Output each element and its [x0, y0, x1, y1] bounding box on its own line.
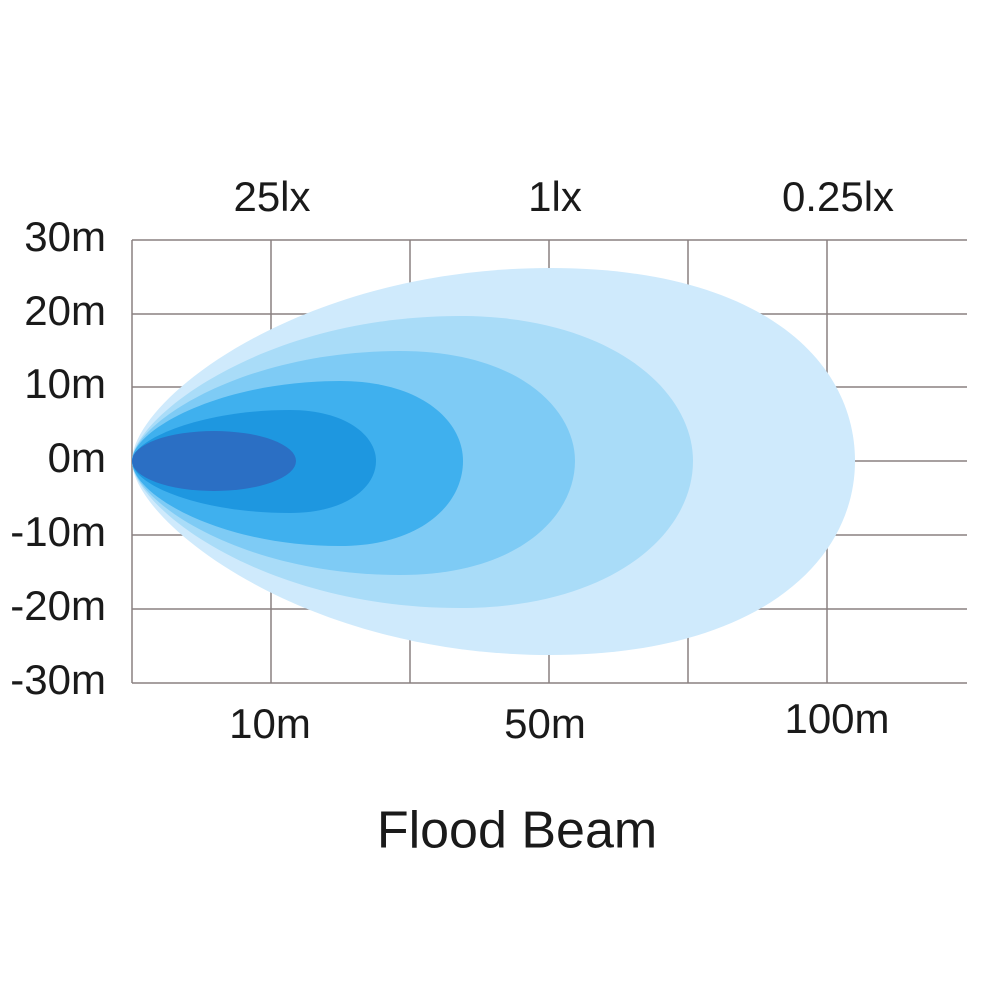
y-label: 30m: [24, 213, 106, 260]
x-label: 10m: [229, 700, 311, 747]
caption: Flood Beam: [377, 802, 657, 860]
y-label: 20m: [24, 287, 106, 334]
y-label: 10m: [24, 360, 106, 407]
x-labels: 10m 50m 100m: [229, 695, 889, 747]
beam: [132, 268, 855, 655]
x-label: 50m: [504, 700, 586, 747]
y-label: -30m: [10, 656, 106, 703]
beam-core: [132, 431, 296, 491]
lux-label: 1lx: [528, 173, 582, 220]
y-label: 0m: [48, 434, 106, 481]
y-labels: 30m 20m 10m 0m -10m -20m -30m: [10, 213, 106, 703]
y-label: -20m: [10, 582, 106, 629]
lux-label: 0.25lx: [782, 173, 894, 220]
y-label: -10m: [10, 508, 106, 555]
top-labels: 25lx 1lx 0.25lx: [233, 173, 894, 220]
x-label: 100m: [784, 695, 889, 742]
lux-label: 25lx: [233, 173, 310, 220]
